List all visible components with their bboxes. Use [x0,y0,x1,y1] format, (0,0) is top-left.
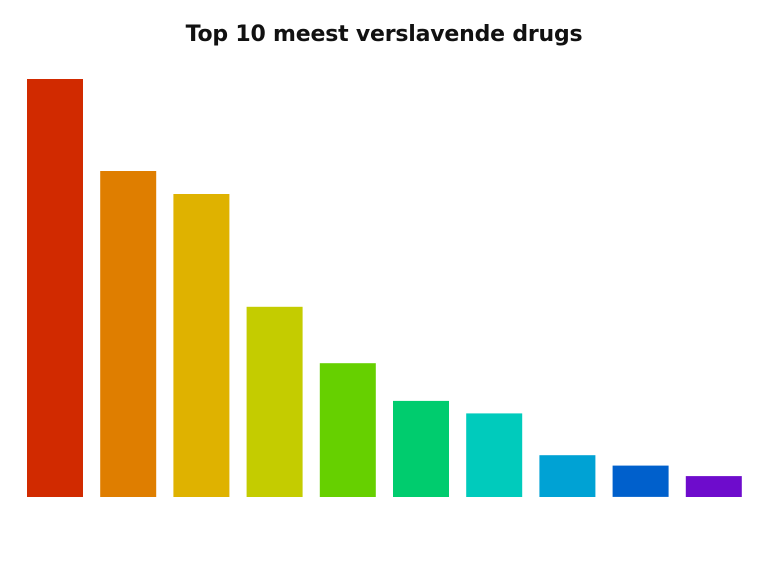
bar-8 [539,455,596,497]
bar-4 [246,306,303,497]
bar-3 [173,194,230,497]
bar-1 [27,79,83,497]
bars-group [27,79,742,497]
bar-6 [393,400,449,497]
bar-2 [100,171,157,497]
chart-title: Top 10 meest verslavende drugs [185,22,583,47]
bar-5 [319,363,376,497]
bar-9 [612,465,669,497]
bar-10 [685,476,742,497]
bar-7 [466,413,523,497]
